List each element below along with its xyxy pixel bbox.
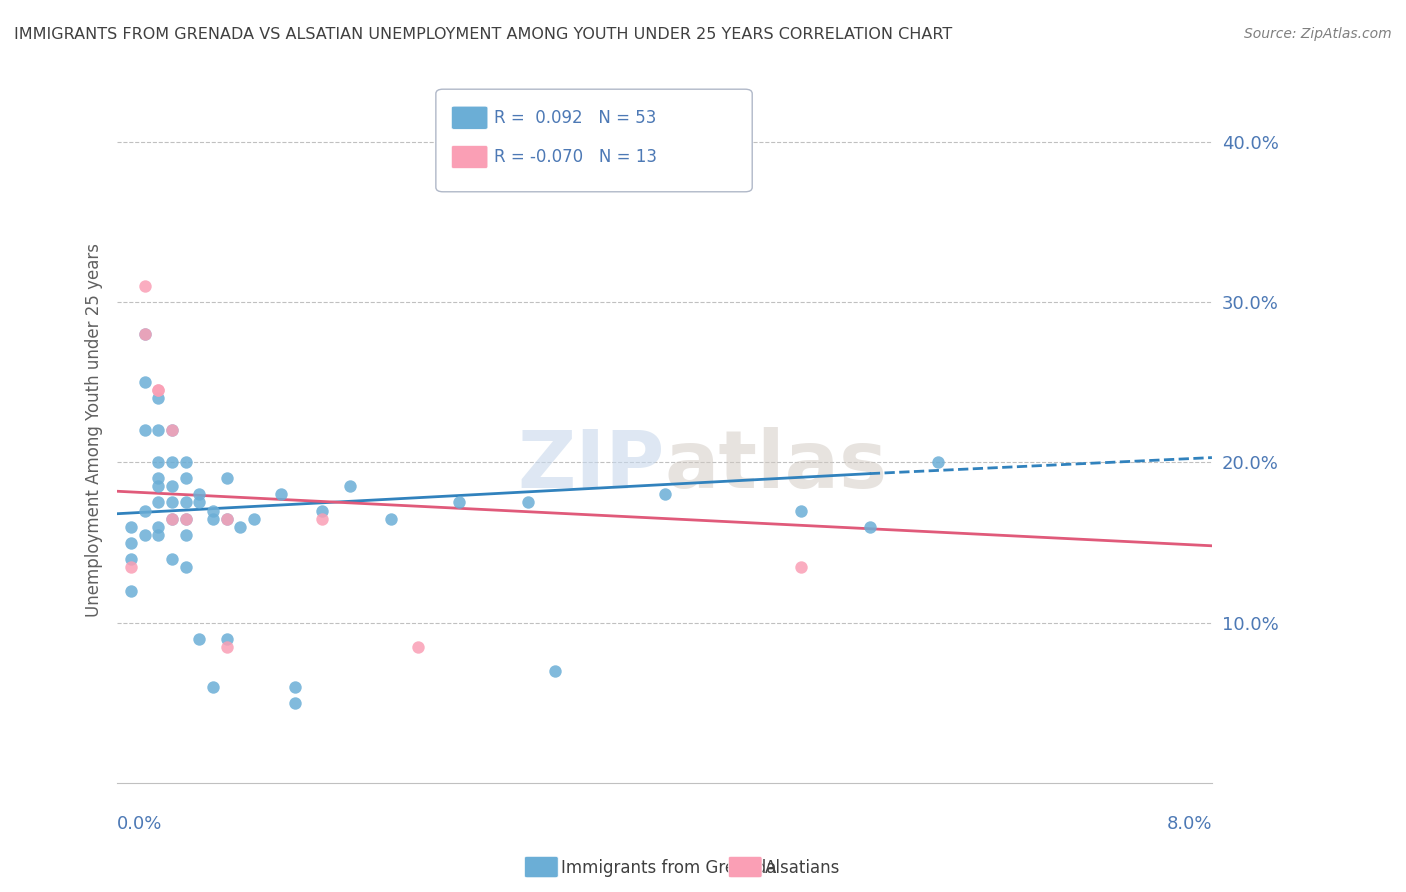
Point xyxy=(134,375,156,389)
Point xyxy=(160,511,183,525)
Point xyxy=(134,503,156,517)
Point xyxy=(160,551,183,566)
Point xyxy=(201,680,224,694)
Point xyxy=(134,327,156,342)
Point xyxy=(215,632,238,646)
Point xyxy=(120,535,142,549)
Point xyxy=(215,511,238,525)
Point xyxy=(148,391,170,405)
Text: R = -0.070   N = 13: R = -0.070 N = 13 xyxy=(494,148,657,166)
Point xyxy=(134,527,156,541)
Point xyxy=(654,487,676,501)
Text: R =  0.092   N = 53: R = 0.092 N = 53 xyxy=(494,109,655,127)
Point xyxy=(174,559,197,574)
Point xyxy=(134,423,156,437)
Y-axis label: Unemployment Among Youth under 25 years: Unemployment Among Youth under 25 years xyxy=(86,244,103,617)
Point xyxy=(120,559,142,574)
Text: 8.0%: 8.0% xyxy=(1167,815,1212,833)
Point xyxy=(148,423,170,437)
Point xyxy=(215,640,238,654)
Point xyxy=(859,519,882,533)
Point xyxy=(174,495,197,509)
Point xyxy=(516,495,538,509)
Point xyxy=(243,511,266,525)
Point xyxy=(174,511,197,525)
Text: Immigrants from Grenada: Immigrants from Grenada xyxy=(561,859,776,877)
Point xyxy=(174,511,197,525)
Text: IMMIGRANTS FROM GRENADA VS ALSATIAN UNEMPLOYMENT AMONG YOUTH UNDER 25 YEARS CORR: IMMIGRANTS FROM GRENADA VS ALSATIAN UNEM… xyxy=(14,27,952,42)
Point xyxy=(201,503,224,517)
Point xyxy=(790,559,813,574)
Point xyxy=(174,471,197,485)
Point xyxy=(160,455,183,469)
Point xyxy=(406,640,429,654)
Point xyxy=(284,696,307,710)
Point xyxy=(148,527,170,541)
Point xyxy=(160,479,183,493)
Point xyxy=(284,680,307,694)
Point xyxy=(148,471,170,485)
Point xyxy=(449,495,471,509)
Text: Source: ZipAtlas.com: Source: ZipAtlas.com xyxy=(1244,27,1392,41)
Point xyxy=(174,455,197,469)
Point xyxy=(120,519,142,533)
Point xyxy=(339,479,361,493)
Text: ZIP: ZIP xyxy=(517,426,665,505)
Point xyxy=(188,495,211,509)
Text: 0.0%: 0.0% xyxy=(117,815,163,833)
Text: atlas: atlas xyxy=(665,426,887,505)
Point xyxy=(311,503,333,517)
Point xyxy=(790,503,813,517)
Point xyxy=(148,519,170,533)
Point xyxy=(134,279,156,293)
Point xyxy=(215,511,238,525)
Point xyxy=(160,495,183,509)
Point xyxy=(270,487,292,501)
Point xyxy=(120,583,142,598)
Point xyxy=(148,383,170,397)
Point xyxy=(229,519,252,533)
Point xyxy=(120,551,142,566)
Point xyxy=(201,511,224,525)
Point xyxy=(188,632,211,646)
Point xyxy=(148,495,170,509)
Point xyxy=(160,423,183,437)
Point xyxy=(174,527,197,541)
Point xyxy=(380,511,402,525)
Text: Alsatians: Alsatians xyxy=(765,859,841,877)
Point xyxy=(134,327,156,342)
Point xyxy=(927,455,949,469)
Point xyxy=(148,479,170,493)
Point xyxy=(188,487,211,501)
Point xyxy=(160,423,183,437)
Point xyxy=(160,511,183,525)
Point xyxy=(148,455,170,469)
Point xyxy=(148,383,170,397)
Point xyxy=(311,511,333,525)
Point xyxy=(544,664,567,678)
Point xyxy=(215,471,238,485)
